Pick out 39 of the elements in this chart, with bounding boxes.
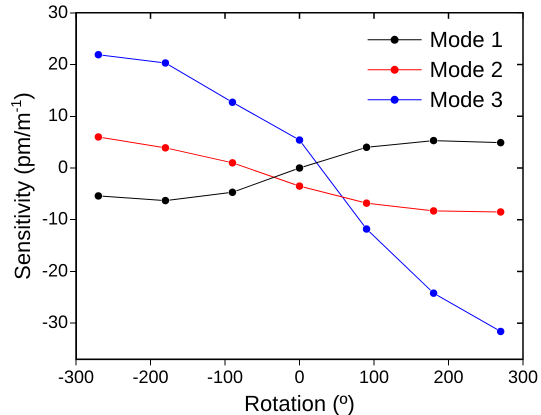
x-tick-label: 100 [358, 367, 390, 388]
point [496, 327, 505, 336]
y-tick-label: 10 [48, 105, 68, 126]
y-tick-label: 0 [58, 156, 68, 177]
point [161, 144, 170, 152]
point [429, 288, 438, 298]
point [94, 192, 103, 200]
point [295, 182, 304, 190]
point [228, 188, 237, 197]
point [362, 224, 371, 234]
point [496, 138, 505, 147]
point [228, 98, 237, 107]
y-tick-label: -10 [42, 208, 68, 229]
y-axis-title: Sensitivity (pm/m-1) [9, 92, 35, 280]
point [429, 206, 438, 216]
y-tick-label: -20 [42, 260, 68, 280]
point [94, 132, 103, 142]
x-tick-label: -200 [132, 367, 169, 388]
point [94, 50, 103, 59]
y-tick-label: -30 [42, 312, 68, 332]
x-tick-label: 0 [294, 367, 305, 388]
y-tick-label: 30 [48, 2, 68, 22]
point [161, 196, 170, 205]
legend-label: Mode 2 [430, 56, 504, 82]
x-tick-label: 300 [508, 367, 538, 388]
x-tick-label: 200 [433, 367, 464, 388]
x-tick-label: -100 [206, 367, 244, 388]
point [362, 198, 371, 208]
y-tick-label: 20 [48, 54, 68, 74]
point [295, 136, 304, 144]
legend-label: Mode 3 [430, 86, 504, 112]
point [496, 208, 505, 216]
x-tick-label: -300 [58, 367, 94, 388]
point [228, 158, 237, 168]
point [161, 58, 170, 68]
legend-label: Mode 1 [430, 26, 504, 52]
point [429, 136, 438, 145]
point [362, 143, 371, 152]
point [295, 164, 304, 172]
